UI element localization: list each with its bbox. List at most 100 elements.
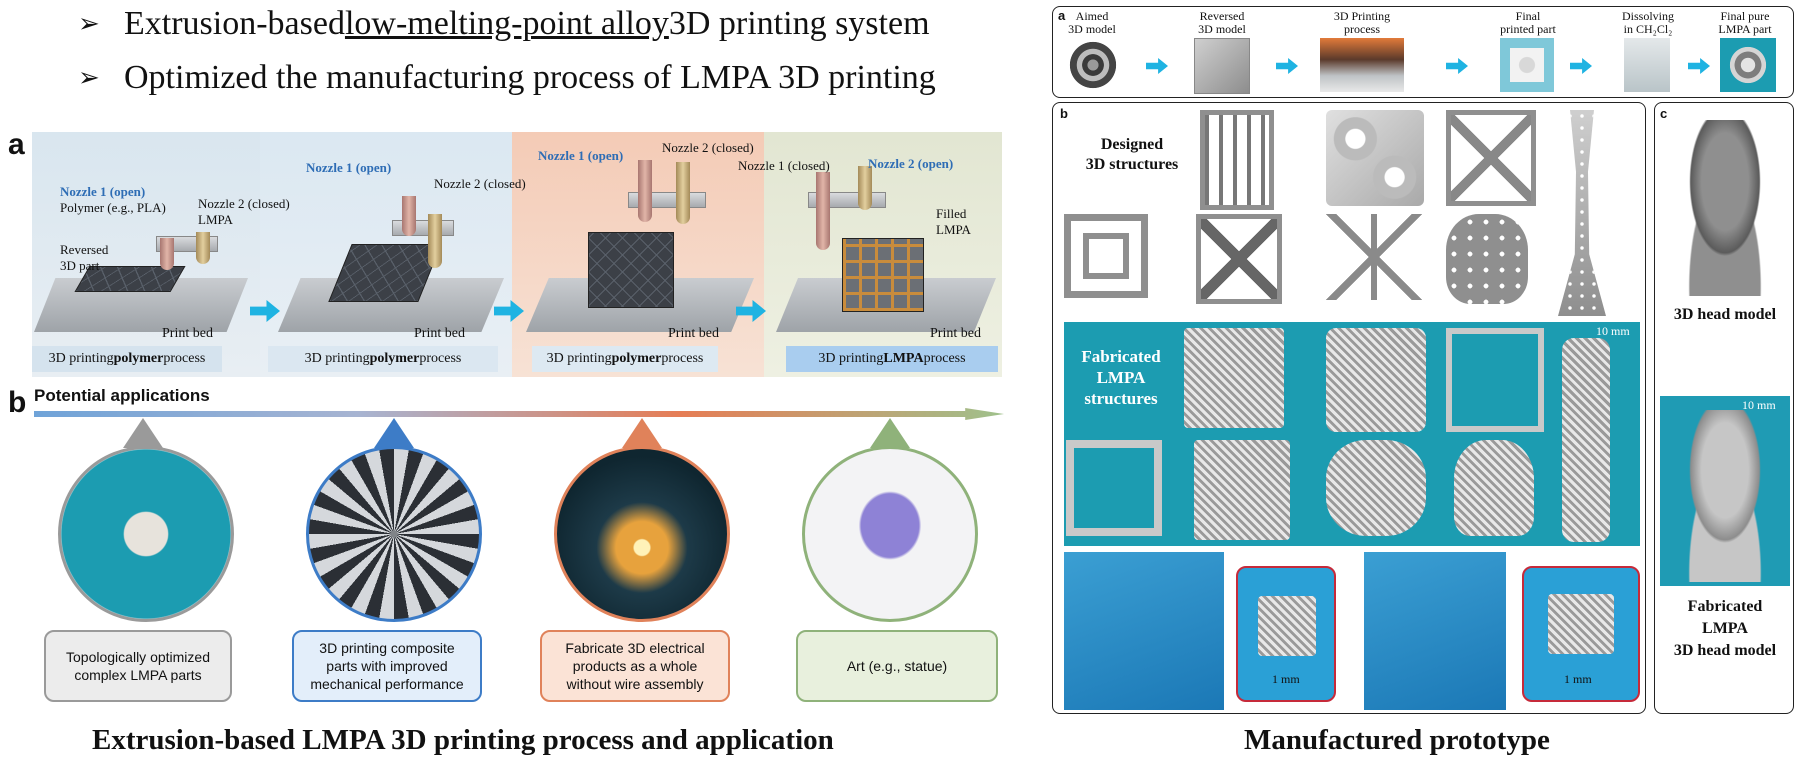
stage-1-bed-label: Print bed [162,326,213,341]
dissolving-thumb [1624,38,1670,92]
fabricated-octet-lattice [1446,328,1544,432]
stage-2-bed-label: Print bed [414,326,465,341]
workflow-tag: a [1058,8,1066,23]
app-1-box: Topologically optimized complex LMPA part… [44,630,232,702]
app-2-text-2: parts with improved [326,658,448,674]
fabricated-head [1670,410,1780,582]
scale-1mm-b: 1 mm [1564,672,1592,686]
designed-diagonal-lattice [1196,214,1282,304]
scale-10mm-structures: 10 mm [1596,324,1630,338]
fabricated-diagonal-lattice [1194,440,1290,540]
printing-process-thumb [1320,38,1404,92]
app-1-text-2: complex LMPA parts [74,667,202,683]
stage-4-bed-label: Print bed [930,326,981,341]
bullet-2-text: Optimized the manufacturing process of L… [124,59,936,96]
designed-tooth [1446,214,1528,304]
left-caption: Extrusion-based LMPA 3D printing process… [92,724,834,756]
designed-cubic-lattice [1064,214,1148,298]
app-1-text-1: Topologically optimized [66,649,210,665]
step-3-label: 3D Printing process [1333,9,1391,36]
right-caption: Manufactured prototype [1244,724,1550,756]
app-4-pointer [870,418,910,448]
app-2-pointer [374,418,414,448]
applications-gradient-arrow [34,408,1004,420]
app-4-text-1: Art (e.g., statue) [846,658,948,674]
workflow-frame [1052,6,1794,98]
app-4-box: Art (e.g., statue) [796,630,998,702]
reversed-model-thumb [1194,38,1250,94]
app-4-image-statue [802,446,978,622]
stage-1-background [32,132,260,377]
app-3-text-1: Fabricate 3D electrical [565,640,705,656]
s1-reversed-label: Reversed [60,242,109,257]
stage-4-label: 3D printing LMPA process [786,346,998,372]
bullet-1-post: 3D printing system [668,5,930,42]
scale-1mm-a: 1 mm [1272,672,1300,686]
fabricated-label-3: structures [1084,389,1158,408]
fabricated-head-label-3: 3D head model [1673,642,1777,659]
stage-3-label: 3D printing polymer process [532,346,718,372]
fabricated-head-label-1: Fabricated [1687,598,1763,615]
nozzle-2 [196,232,210,264]
step-6-label: Final pure LMPA part [1718,9,1772,36]
head-tag: c [1660,106,1668,121]
designed-label-2: 3D structures [1085,156,1179,173]
bullet-1-underlined: low-melting-point alloy [344,5,669,42]
fabricated-label-2: LMPA [1096,368,1146,387]
s1-lmpa-label: LMPA [198,212,233,227]
head-model-render [1670,120,1780,296]
bullet-1-pre: Extrusion-based [124,5,345,42]
app-1-pointer [123,418,163,448]
fabricated-label: Fabricated LMPA structures [1066,346,1176,409]
app-2-image-gears [306,446,482,622]
fabricated-lattice-1 [1184,328,1284,428]
fabricated-tooth [1454,440,1534,536]
bullet-2: ➢ Optimized the manufacturing process of… [78,58,936,98]
filled-lmpa-cube [842,238,924,312]
app-3-box: Fabricate 3D electrical products as a who… [540,630,730,702]
nozzle-1 [402,196,416,236]
applications-title: Potential applications [34,386,210,405]
head-frame [1654,102,1794,714]
bullet-1: ➢ Extrusion-based low-melting-point allo… [78,4,930,44]
s3-nozzle1-label: Nozzle 1 (open) [538,148,624,163]
fabricated-head-label-2: LMPA [1702,620,1748,637]
zoom-inset-1-lattice [1258,596,1316,656]
scale-10mm-head: 10 mm [1742,398,1776,412]
s4-filled-label: Filled [936,206,967,221]
nozzle-1 [816,172,830,250]
head-model-label: 3D head model [1673,306,1777,323]
bullet-arrow-icon: ➢ [78,63,100,92]
fabricated-bone [1562,338,1610,542]
app-3-pointer [622,418,662,448]
app-3-text-2: products as a whole [572,658,698,674]
app-2-box: 3D printing composite parts with improved… [292,630,482,702]
step-4-label: Final printed part [1500,9,1556,36]
s1-nozzle2-label: Nozzle 2 (closed) [198,196,290,211]
step-1-label: Aimed 3D model [1068,9,1116,36]
nozzle-1 [160,238,174,270]
lmpa-part-thumb [1720,38,1776,92]
structures-tag: b [1060,106,1068,121]
s2-nozzle2-label: Nozzle 2 (closed) [434,176,526,191]
panel-a-tag: a [8,128,25,161]
designed-octet-lattice [1446,110,1536,206]
stage-3-bed-label: Print bed [668,326,719,341]
panel-b-tag: b [8,386,27,419]
nozzle-1 [638,160,652,222]
step-2-label: Reversed 3D model [1198,9,1246,36]
printed-part-thumb [1500,38,1554,92]
step-5-label: Dissolving in CH₂Cl₂ [1621,9,1674,36]
app-2-text-3: mechanical performance [310,676,464,692]
s1-part-label: 3D part [60,258,100,273]
app-3-image-light-bulb [554,446,730,622]
s1-nozzle1-label: Nozzle 1 (open) [60,184,146,199]
fabricated-cubic-lattice [1066,440,1162,536]
hand-photo-1 [1064,552,1224,710]
s4-lmpa-label: LMPA [936,222,971,237]
designed-strut-lattice [1326,214,1422,300]
hand-photo-2 [1364,552,1506,710]
designed-gyroid [1326,110,1424,206]
app-1-image-topology-lattice [58,446,234,622]
designed-lattice-1 [1200,110,1274,210]
